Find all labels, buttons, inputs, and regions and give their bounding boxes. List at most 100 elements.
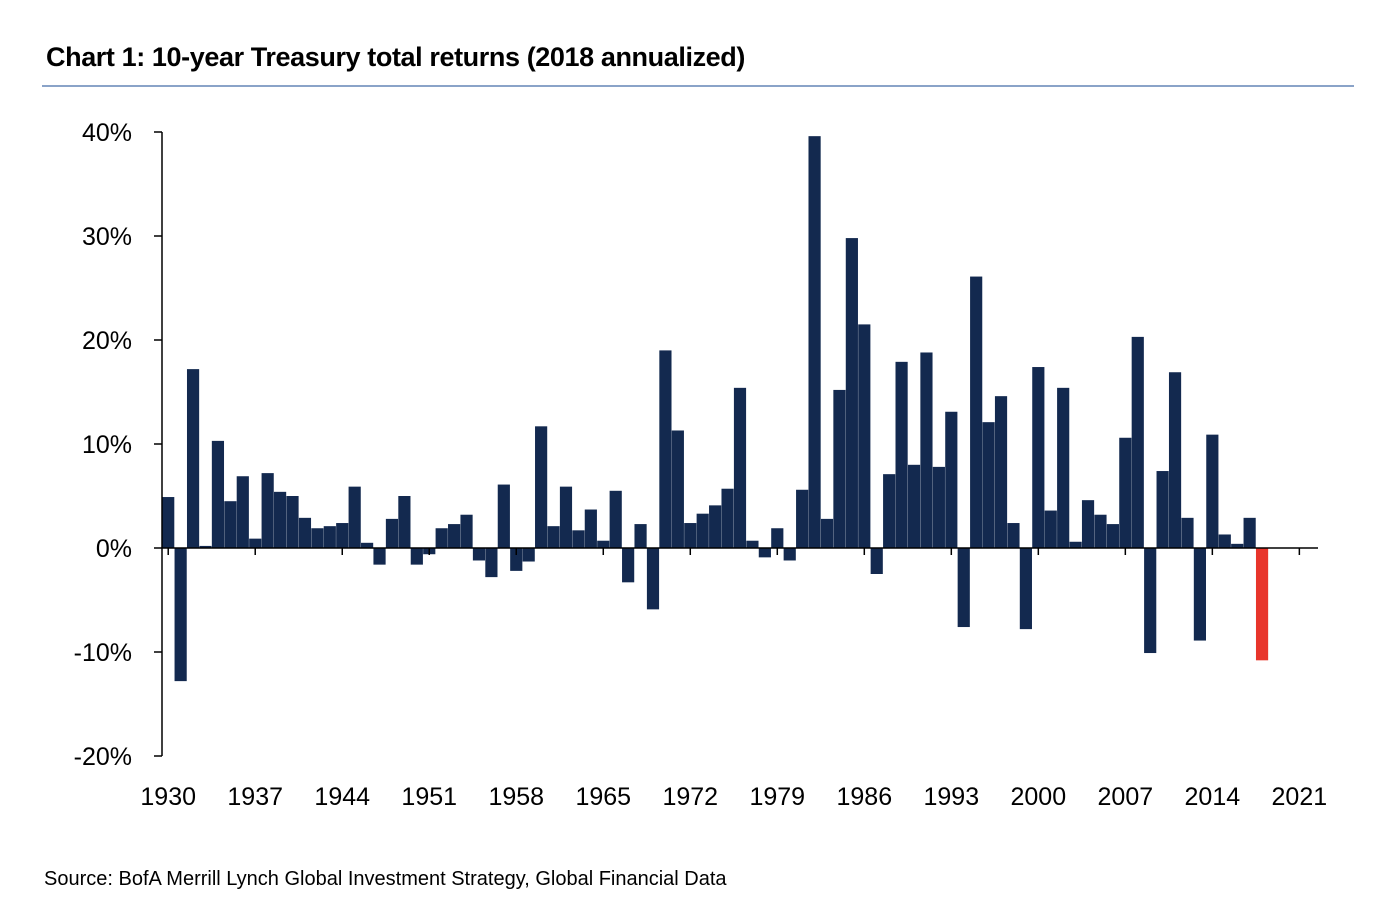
x-tick-label: 1979 bbox=[749, 783, 805, 811]
bar-1942 bbox=[311, 528, 324, 548]
bar-2009 bbox=[1144, 548, 1157, 654]
bar-1946 bbox=[361, 542, 374, 548]
x-tick-label: 1993 bbox=[923, 783, 979, 811]
bar-1960 bbox=[535, 426, 548, 548]
bar-1959 bbox=[522, 548, 535, 562]
bar-1954 bbox=[460, 514, 473, 548]
bar-2013 bbox=[1193, 548, 1206, 641]
bar-1940 bbox=[286, 496, 299, 548]
bar-1939 bbox=[274, 491, 287, 548]
bar-1947 bbox=[373, 548, 386, 565]
y-tick-label: 10% bbox=[82, 431, 132, 459]
bar-1943 bbox=[323, 526, 336, 548]
bar-1952 bbox=[435, 528, 448, 548]
bar-1990 bbox=[907, 464, 921, 548]
bar-1962 bbox=[559, 486, 573, 548]
bar-2001 bbox=[1044, 510, 1057, 548]
bar-2000 bbox=[1032, 367, 1045, 548]
bar-1961 bbox=[547, 526, 560, 548]
x-tick-label: 1951 bbox=[401, 783, 457, 811]
bar-1965 bbox=[597, 540, 610, 548]
x-tick-label: 2007 bbox=[1098, 783, 1154, 811]
x-tick-label: 1965 bbox=[575, 783, 631, 811]
bar-1997 bbox=[994, 396, 1008, 548]
bar-1989 bbox=[895, 361, 908, 548]
bar-1995 bbox=[970, 276, 983, 548]
bar-1967 bbox=[622, 548, 635, 583]
bar-1933 bbox=[199, 545, 212, 548]
bar-1988 bbox=[883, 474, 896, 548]
bar-1992 bbox=[932, 466, 945, 548]
bar-1976 bbox=[733, 387, 747, 548]
bar-2016 bbox=[1231, 543, 1244, 548]
bar-2018 bbox=[1255, 548, 1269, 661]
bar-1935 bbox=[224, 501, 237, 548]
bar-1983 bbox=[820, 518, 834, 548]
bar-1975 bbox=[721, 488, 734, 548]
bar-1981 bbox=[796, 489, 809, 548]
y-tick-label: -20% bbox=[74, 743, 132, 771]
x-tick-label: 2014 bbox=[1185, 783, 1241, 811]
bar-1973 bbox=[696, 513, 709, 548]
bar-1964 bbox=[584, 509, 597, 548]
bar-1978 bbox=[758, 548, 771, 558]
bar-1945 bbox=[348, 486, 361, 548]
bar-2006 bbox=[1106, 524, 1119, 548]
bar-1991 bbox=[920, 352, 933, 548]
y-tick-label: 30% bbox=[82, 223, 132, 251]
bar-1950 bbox=[410, 548, 423, 565]
bar-1985 bbox=[845, 238, 858, 548]
bar-1944 bbox=[336, 523, 349, 548]
bar-2014 bbox=[1206, 434, 1219, 548]
x-tick-label: 2000 bbox=[1011, 783, 1067, 811]
y-tick-label: 20% bbox=[82, 327, 132, 355]
bar-2010 bbox=[1156, 471, 1169, 548]
x-tick-label: 1944 bbox=[314, 783, 370, 811]
y-tick-label: 0% bbox=[96, 535, 132, 563]
bar-2011 bbox=[1168, 372, 1182, 548]
bar-1977 bbox=[746, 540, 759, 548]
y-tick-label: -10% bbox=[74, 639, 132, 667]
axes-group bbox=[154, 131, 1318, 757]
bar-1931 bbox=[174, 548, 187, 682]
bar-1968 bbox=[634, 524, 647, 548]
bar-1984 bbox=[833, 389, 846, 548]
bar-2004 bbox=[1081, 500, 1095, 548]
bar-1996 bbox=[982, 422, 995, 548]
bar-1987 bbox=[870, 548, 883, 574]
y-tick-label: 40% bbox=[82, 119, 132, 147]
tick-labels-group: 40% 30% 20% 10% 0% -10% -20% 1930 1937 1944 1951 19… bbox=[74, 119, 1328, 811]
bar-1969 bbox=[646, 548, 660, 610]
x-tick-label: 1986 bbox=[836, 783, 892, 811]
bar-1958 bbox=[510, 548, 523, 571]
bar-1986 bbox=[858, 324, 871, 548]
bar-1948 bbox=[385, 518, 399, 548]
source-note: Source: BofA Merrill Lynch Global Invest… bbox=[44, 868, 727, 890]
bar-2005 bbox=[1094, 514, 1107, 548]
bar-1937 bbox=[249, 538, 262, 548]
bar-2003 bbox=[1069, 541, 1082, 548]
bar-1955 bbox=[472, 548, 486, 561]
bar-1934 bbox=[211, 440, 225, 548]
bar-1998 bbox=[1007, 523, 1020, 548]
bar-1970 bbox=[659, 350, 672, 548]
bars-group bbox=[162, 136, 1269, 682]
title-divider bbox=[42, 85, 1354, 87]
bar-1974 bbox=[709, 505, 722, 548]
bar-2008 bbox=[1131, 336, 1144, 548]
bar-1966 bbox=[609, 490, 622, 548]
bar-1999 bbox=[1019, 548, 1032, 630]
bar-1963 bbox=[572, 530, 585, 548]
bar-1953 bbox=[448, 524, 461, 548]
bar-2017 bbox=[1243, 517, 1256, 548]
x-tick-label: 1972 bbox=[662, 783, 718, 811]
bar-1930 bbox=[162, 497, 175, 548]
bar-1957 bbox=[497, 484, 510, 548]
bar-1994 bbox=[957, 548, 970, 628]
chart-title: Chart 1: 10-year Treasury total returns … bbox=[46, 42, 745, 72]
x-tick-label: 1958 bbox=[488, 783, 544, 811]
bar-1932 bbox=[186, 369, 200, 548]
bar-2007 bbox=[1119, 437, 1132, 548]
bar-1938 bbox=[261, 473, 274, 548]
